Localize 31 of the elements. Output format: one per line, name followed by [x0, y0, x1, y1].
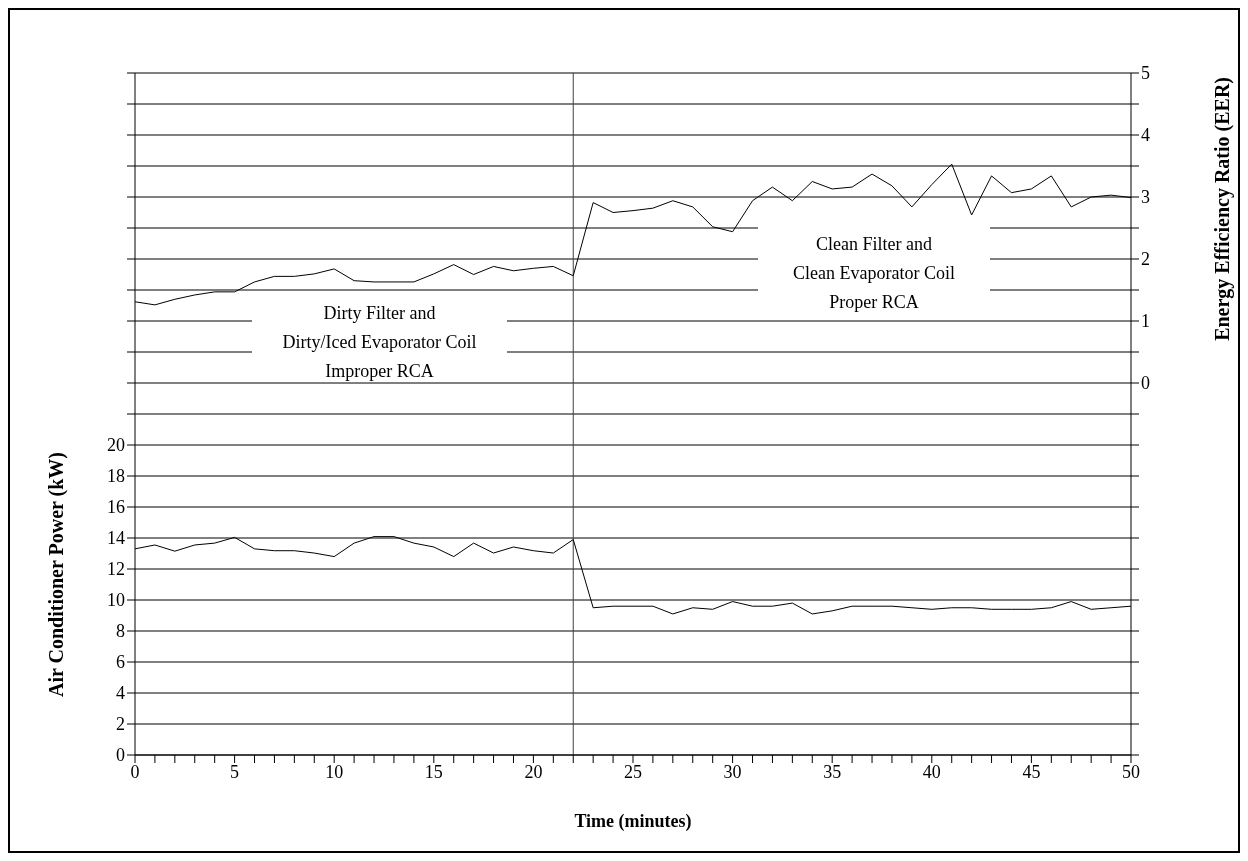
x-tick-label: 30 — [723, 761, 742, 782]
x-tick-label: 20 — [524, 761, 543, 782]
y-axis-title: Air Conditioner Power (kW) — [45, 452, 68, 697]
y2-tick-label: 3 — [1141, 187, 1150, 208]
y-tick-label: 8 — [116, 621, 125, 642]
x-tick-label: 15 — [424, 761, 443, 782]
y-tick-label: 0 — [116, 745, 125, 766]
y-tick-label: 2 — [116, 714, 125, 735]
x-tick-label: 50 — [1122, 761, 1140, 782]
x-axis-title: Time (minutes) — [574, 811, 692, 832]
x-tick-label: 40 — [922, 761, 941, 782]
y-tick-label: 14 — [107, 528, 125, 549]
y2-tick-label: 1 — [1141, 311, 1150, 332]
y-tick-label: 16 — [107, 497, 125, 518]
y-tick-label: 18 — [107, 466, 125, 487]
y-tick-label: 12 — [107, 559, 125, 580]
x-tick-label: 10 — [325, 761, 344, 782]
y-tick-label: 6 — [116, 652, 125, 673]
x-tick-label: 45 — [1022, 761, 1041, 782]
y2-tick-label: 4 — [1141, 125, 1150, 146]
y2-tick-label: 2 — [1141, 249, 1150, 270]
y2-tick-label: 5 — [1141, 63, 1150, 84]
x-tick-label: 35 — [823, 761, 842, 782]
y-tick-label: 10 — [107, 590, 125, 611]
y2-tick-label: 0 — [1141, 373, 1150, 394]
x-tick-label: 0 — [130, 761, 140, 782]
y2-axis-title: Energy Efficiency Ratio (EER) — [1211, 77, 1235, 341]
y-tick-label: 4 — [116, 683, 125, 704]
y-tick-label: 20 — [107, 435, 125, 456]
x-tick-label: 25 — [624, 761, 642, 782]
x-tick-label: 5 — [230, 761, 240, 782]
